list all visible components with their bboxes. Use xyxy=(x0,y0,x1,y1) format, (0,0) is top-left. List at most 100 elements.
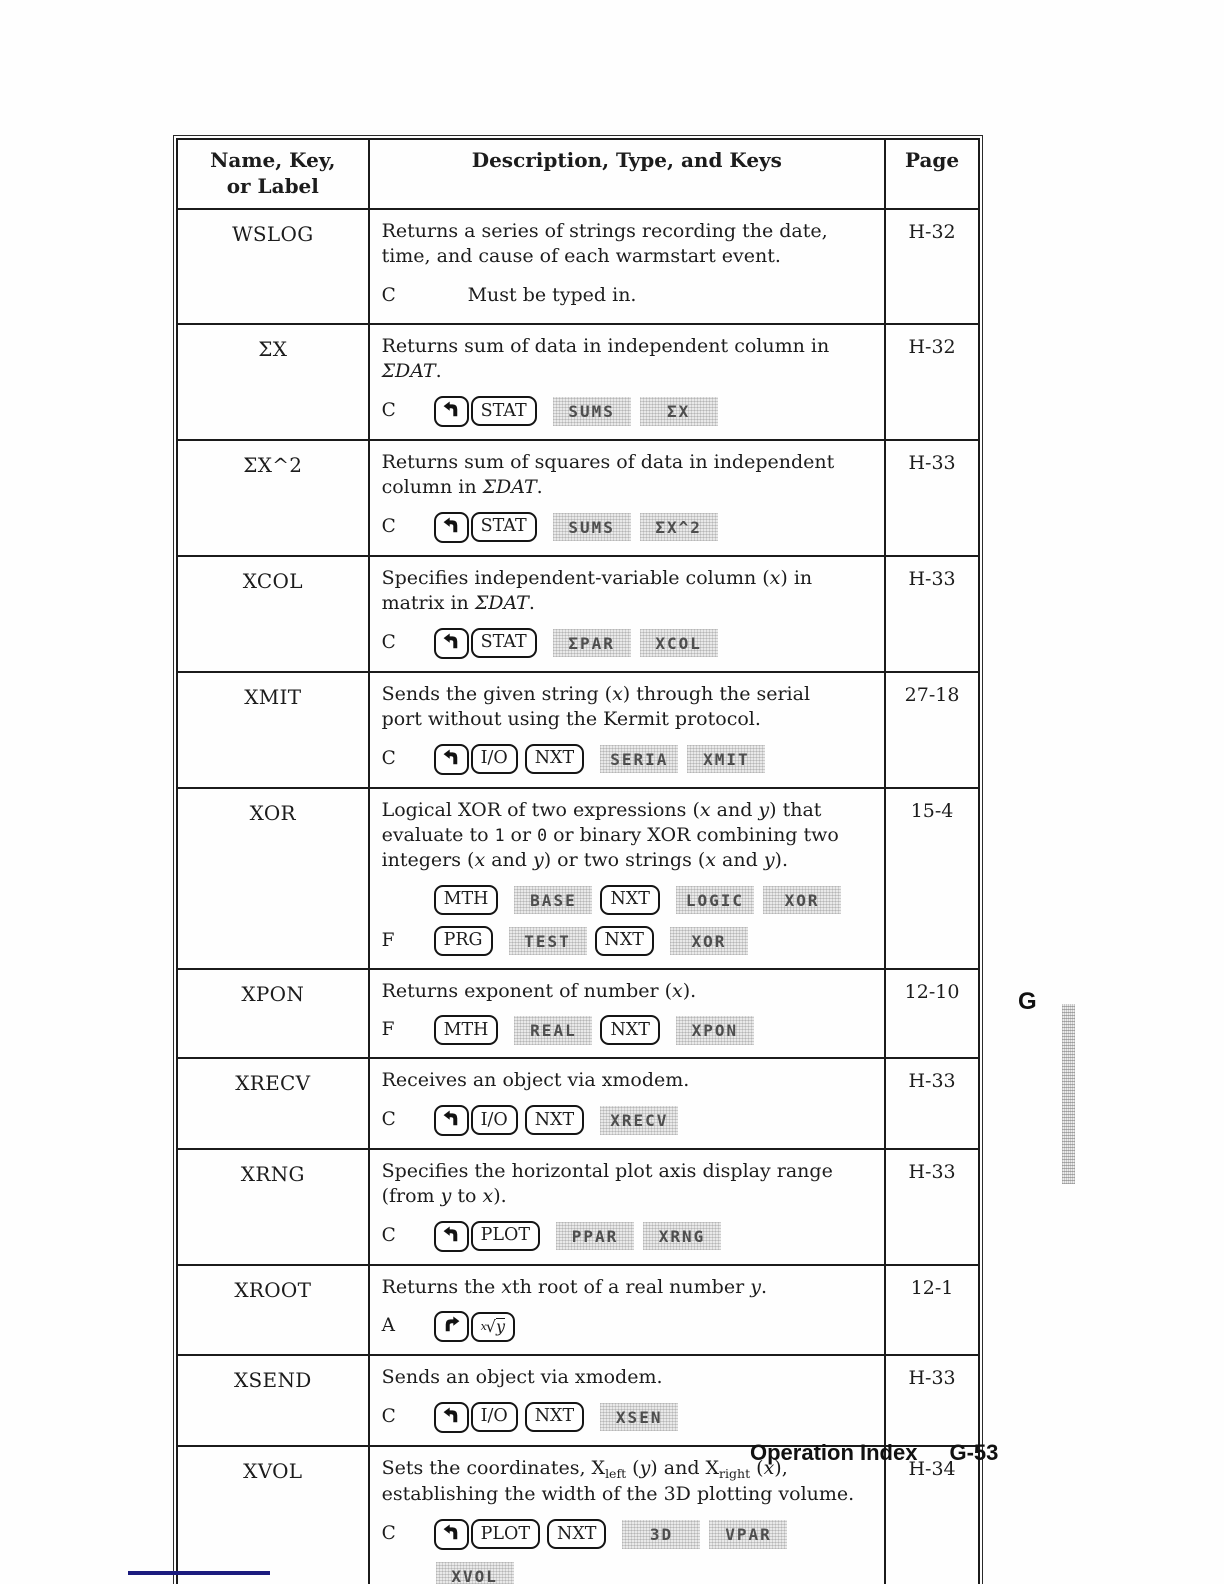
description-segment: 0 xyxy=(537,825,548,845)
description-text: Returns exponent of number (x). xyxy=(382,979,857,1004)
operation-type-letter: F xyxy=(381,1018,395,1040)
menu-label-xpon: XPON xyxy=(676,1016,754,1044)
page-reference: H-34 xyxy=(884,1444,980,1584)
description-text: Logical XOR of two expressions (x and y)… xyxy=(382,798,857,874)
operation-description-cell: Specifies the horizontal plot axis displ… xyxy=(367,1147,887,1266)
table-header-row: Name, Key, or Label Description, Type, a… xyxy=(176,138,980,210)
operation-type-letter: C xyxy=(381,747,396,769)
menu-label-xsen: XSEN xyxy=(600,1403,678,1431)
menu-label-3d: 3D xyxy=(622,1520,700,1548)
description-segment: ) through the serial port without using … xyxy=(381,682,811,731)
description-segment: y xyxy=(758,798,770,821)
description-segment: Logical XOR of two expressions ( xyxy=(381,798,700,821)
keyboard-key-io: I/O xyxy=(470,1105,518,1136)
operation-description-cell: Returns exponent of number (x). F MTH REAL N… xyxy=(367,967,887,1060)
bent-left-arrow-icon xyxy=(442,1225,461,1248)
operation-description-cell: Returns sum of data in independent colum… xyxy=(367,322,887,441)
description-segment: y xyxy=(440,1185,452,1208)
operation-description-cell: Specifies independent-variable column (x… xyxy=(367,554,887,673)
bent-left-arrow-icon xyxy=(442,1109,461,1132)
description-text: Specifies the horizontal plot axis displ… xyxy=(382,1159,857,1210)
menu-label-base: BASE xyxy=(514,886,592,914)
keyboard-key-io: I/O xyxy=(470,744,518,775)
description-text: Returns sum of squares of data in indepe… xyxy=(382,450,857,501)
operation-name: XMIT xyxy=(176,670,370,789)
left-shift-key xyxy=(433,395,469,427)
operation-name: XCOL xyxy=(176,554,370,673)
description-segment: left xyxy=(605,1465,627,1481)
description-segment: x xyxy=(612,682,623,705)
menu-label-xmit: XMIT xyxy=(687,745,765,773)
keyboard-key-nxt: NXT xyxy=(600,884,660,915)
description-segment: ). xyxy=(774,849,788,872)
operation-description-cell: Returns the xth root of a real number y.… xyxy=(367,1263,887,1357)
bent-right-arrow-icon xyxy=(442,1315,461,1338)
table-row: XRECV Receives an object via xmodem. C I/O N… xyxy=(176,1057,980,1150)
key-sequence-line: C Must be typed in. xyxy=(382,281,857,311)
description-segment: or xyxy=(504,823,538,846)
left-shift-key xyxy=(433,1104,469,1136)
description-segment: x xyxy=(763,1456,775,1479)
keyboard-key-mth: MTH xyxy=(433,884,499,915)
operation-name: WSLOG xyxy=(176,208,370,325)
operation-type-letter: C xyxy=(381,399,396,421)
operation-description-cell: Sets the coordinates, Xleft (y) and Xrig… xyxy=(367,1444,887,1584)
key-sequence-line: F PRG TEST NXT XOR xyxy=(382,925,857,956)
description-segment: Sets the coordinates, X xyxy=(381,1456,606,1479)
keyboard-key-nxt: NXT xyxy=(524,1402,585,1433)
operation-name: ΣX xyxy=(176,322,370,441)
page-reference: H-33 xyxy=(884,1147,980,1266)
menu-label-sums: SUMS xyxy=(553,397,631,425)
description-segment: . xyxy=(536,476,543,499)
bent-left-arrow-icon xyxy=(442,400,461,423)
operation-description-cell: Sends an object via xmodem. C I/O NXT XSEN xyxy=(367,1354,887,1447)
description-segment: ΣDAT xyxy=(482,476,537,499)
operation-type-letter: C xyxy=(381,1522,396,1544)
operation-type-letter: C xyxy=(381,515,396,537)
description-segment: ΣDAT xyxy=(381,360,436,383)
section-tab-letter: G xyxy=(1018,988,1037,1015)
description-segment: x xyxy=(769,566,781,589)
footer-page-number: G-53 xyxy=(949,1440,999,1465)
menu-label-vpar: VPAR xyxy=(709,1520,787,1548)
key-sequence-line: C PLOT NXT 3D VPAR xyxy=(381,1518,857,1550)
header-name-line1: Name, Key, xyxy=(210,148,336,172)
operation-name: ΣX^2 xyxy=(176,438,370,557)
description-segment: . xyxy=(760,1275,767,1298)
key-sequence-line: XVOL xyxy=(382,1561,857,1584)
description-segment: Sends the given string ( xyxy=(381,682,613,705)
menu-label-ppar: PPAR xyxy=(556,1222,634,1250)
description-segment: Sends an object via xmodem. xyxy=(381,1366,663,1389)
table-row: XRNG Specifies the horizontal plot axis d… xyxy=(176,1147,980,1266)
table-row: XOR Logical XOR of two expressions (x and… xyxy=(176,786,980,970)
table-row: XPON Returns exponent of number (x). F MTH R… xyxy=(176,967,980,1060)
table-row: XROOT Returns the xth root of a real numb… xyxy=(176,1263,980,1357)
description-segment: and xyxy=(485,849,533,872)
description-segment: th root of a real number xyxy=(511,1275,751,1298)
description-text: Returns sum of data in independent colum… xyxy=(382,334,857,385)
keyboard-key-nxt: NXT xyxy=(547,1519,607,1550)
xth-root-key: x √ y xyxy=(470,1311,516,1342)
table-row: WSLOG Returns a series of strings recordi… xyxy=(176,208,980,325)
description-text: Sends an object via xmodem. xyxy=(382,1365,857,1390)
menu-label-logic: LOGIC xyxy=(676,886,754,914)
operation-description-cell: Receives an object via xmodem. C I/O NXT XRE… xyxy=(367,1057,887,1150)
description-text: Returns a series of strings recording th… xyxy=(382,219,857,270)
description-segment: Specifies independent-variable column ( xyxy=(381,566,770,589)
operation-description-cell: Sends the given string (x) through the s… xyxy=(367,670,887,789)
operation-type-letter: C xyxy=(381,1224,396,1246)
keyboard-key-plot: PLOT xyxy=(470,1519,540,1550)
menu-label-x2: ΣX^2 xyxy=(640,513,718,541)
page-reference: 12-10 xyxy=(884,967,980,1060)
keyboard-key-mth: MTH xyxy=(433,1015,499,1046)
operation-name: XVOL xyxy=(176,1444,370,1584)
operation-table-body: WSLOG Returns a series of strings recordi… xyxy=(176,208,980,1584)
key-sequence-line: F MTH REAL NXT XPON xyxy=(381,1015,857,1046)
menu-label-par: ΣPAR xyxy=(553,629,631,657)
menu-label-xvol: XVOL xyxy=(436,1562,514,1584)
description-segment: y xyxy=(533,849,544,872)
description-text: Specifies independent-variable column (x… xyxy=(382,566,857,617)
right-shift-key xyxy=(433,1311,469,1343)
